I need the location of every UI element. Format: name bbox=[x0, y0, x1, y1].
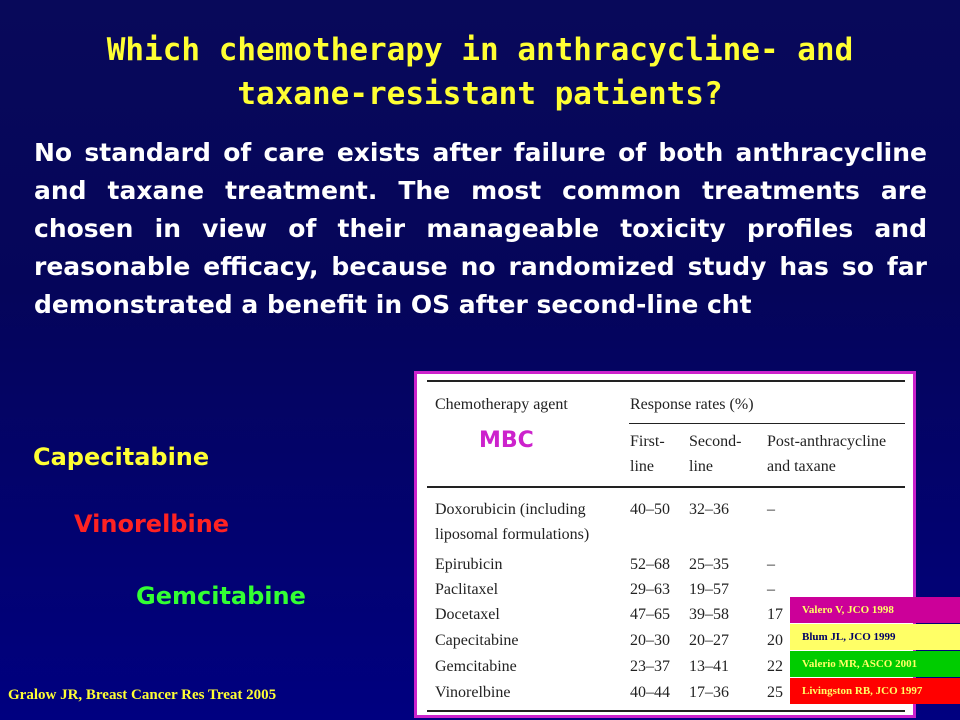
source-citation: Gralow JR, Breast Cancer Res Treat 2005 bbox=[8, 687, 277, 703]
header-sub-rule bbox=[629, 423, 905, 424]
row-post: – bbox=[767, 556, 775, 573]
table-top-rule bbox=[427, 380, 905, 382]
row-second: 17–36 bbox=[689, 684, 729, 701]
header-first-line-2: line bbox=[630, 458, 654, 475]
row-post: – bbox=[767, 581, 775, 598]
header-post-2: and taxane bbox=[767, 458, 836, 475]
row-agent: Paclitaxel bbox=[435, 581, 499, 598]
row-second: 39–58 bbox=[689, 606, 729, 623]
slide-title-line-2: taxane-resistant patients? bbox=[237, 76, 723, 112]
row-agent: Gemcitabine bbox=[435, 658, 517, 675]
slide-title-line-1: Which chemotherapy in anthracycline- and bbox=[106, 32, 854, 68]
row-first: 29–63 bbox=[630, 581, 670, 598]
reference-badge-valero: Valero V, JCO 1998 bbox=[790, 597, 960, 623]
row-second: 25–35 bbox=[689, 556, 729, 573]
row-first: 52–68 bbox=[630, 556, 670, 573]
header-post-1: Post-anthracycline bbox=[767, 433, 887, 450]
row-first: 20–30 bbox=[630, 632, 670, 649]
row-second: 13–41 bbox=[689, 658, 729, 675]
header-bottom-rule bbox=[427, 486, 905, 488]
slide-title: Which chemotherapy in anthracycline- and… bbox=[40, 28, 920, 116]
row-first: 40–50 bbox=[630, 501, 670, 518]
row-post: 25 bbox=[767, 684, 783, 701]
row-first: 47–65 bbox=[630, 606, 670, 623]
reference-badge-valerio: Valerio MR, ASCO 2001 bbox=[790, 651, 960, 677]
row-agent-cont: liposomal formulations) bbox=[435, 526, 590, 543]
header-agent: Chemotherapy agent bbox=[435, 396, 568, 413]
reference-badge-livingston: Livingston RB, JCO 1997 bbox=[790, 678, 960, 704]
row-agent: Capecitabine bbox=[435, 632, 519, 649]
header-second-line-1: Second- bbox=[689, 433, 742, 450]
row-post: 20 bbox=[767, 632, 783, 649]
row-second: 20–27 bbox=[689, 632, 729, 649]
row-agent: Docetaxel bbox=[435, 606, 500, 623]
row-second: 32–36 bbox=[689, 501, 729, 518]
drug-label-gemcitabine: Gemcitabine bbox=[136, 582, 306, 610]
row-post: – bbox=[767, 501, 775, 518]
header-first-line-1: First- bbox=[630, 433, 665, 450]
reference-badge-blum: Blum JL, JCO 1999 bbox=[790, 624, 960, 650]
row-post: 22 bbox=[767, 658, 783, 675]
row-agent: Doxorubicin (including bbox=[435, 501, 586, 518]
row-post: 17 bbox=[767, 606, 783, 623]
row-agent: Epirubicin bbox=[435, 556, 503, 573]
row-agent: Vinorelbine bbox=[435, 684, 511, 701]
drug-label-vinorelbine: Vinorelbine bbox=[74, 510, 230, 538]
body-paragraph: No standard of care exists after failure… bbox=[34, 138, 927, 319]
row-second: 19–57 bbox=[689, 581, 729, 598]
header-response-rates: Response rates (%) bbox=[630, 396, 754, 413]
row-first: 23–37 bbox=[630, 658, 670, 675]
mbc-overlay-label: MBC bbox=[479, 428, 534, 453]
header-second-line-2: line bbox=[689, 458, 713, 475]
response-rate-table: Chemotherapy agent Response rates (%) Fi… bbox=[414, 371, 916, 718]
table-bottom-rule bbox=[427, 710, 905, 712]
row-first: 40–44 bbox=[630, 684, 670, 701]
drug-label-capecitabine: Capecitabine bbox=[33, 443, 210, 471]
